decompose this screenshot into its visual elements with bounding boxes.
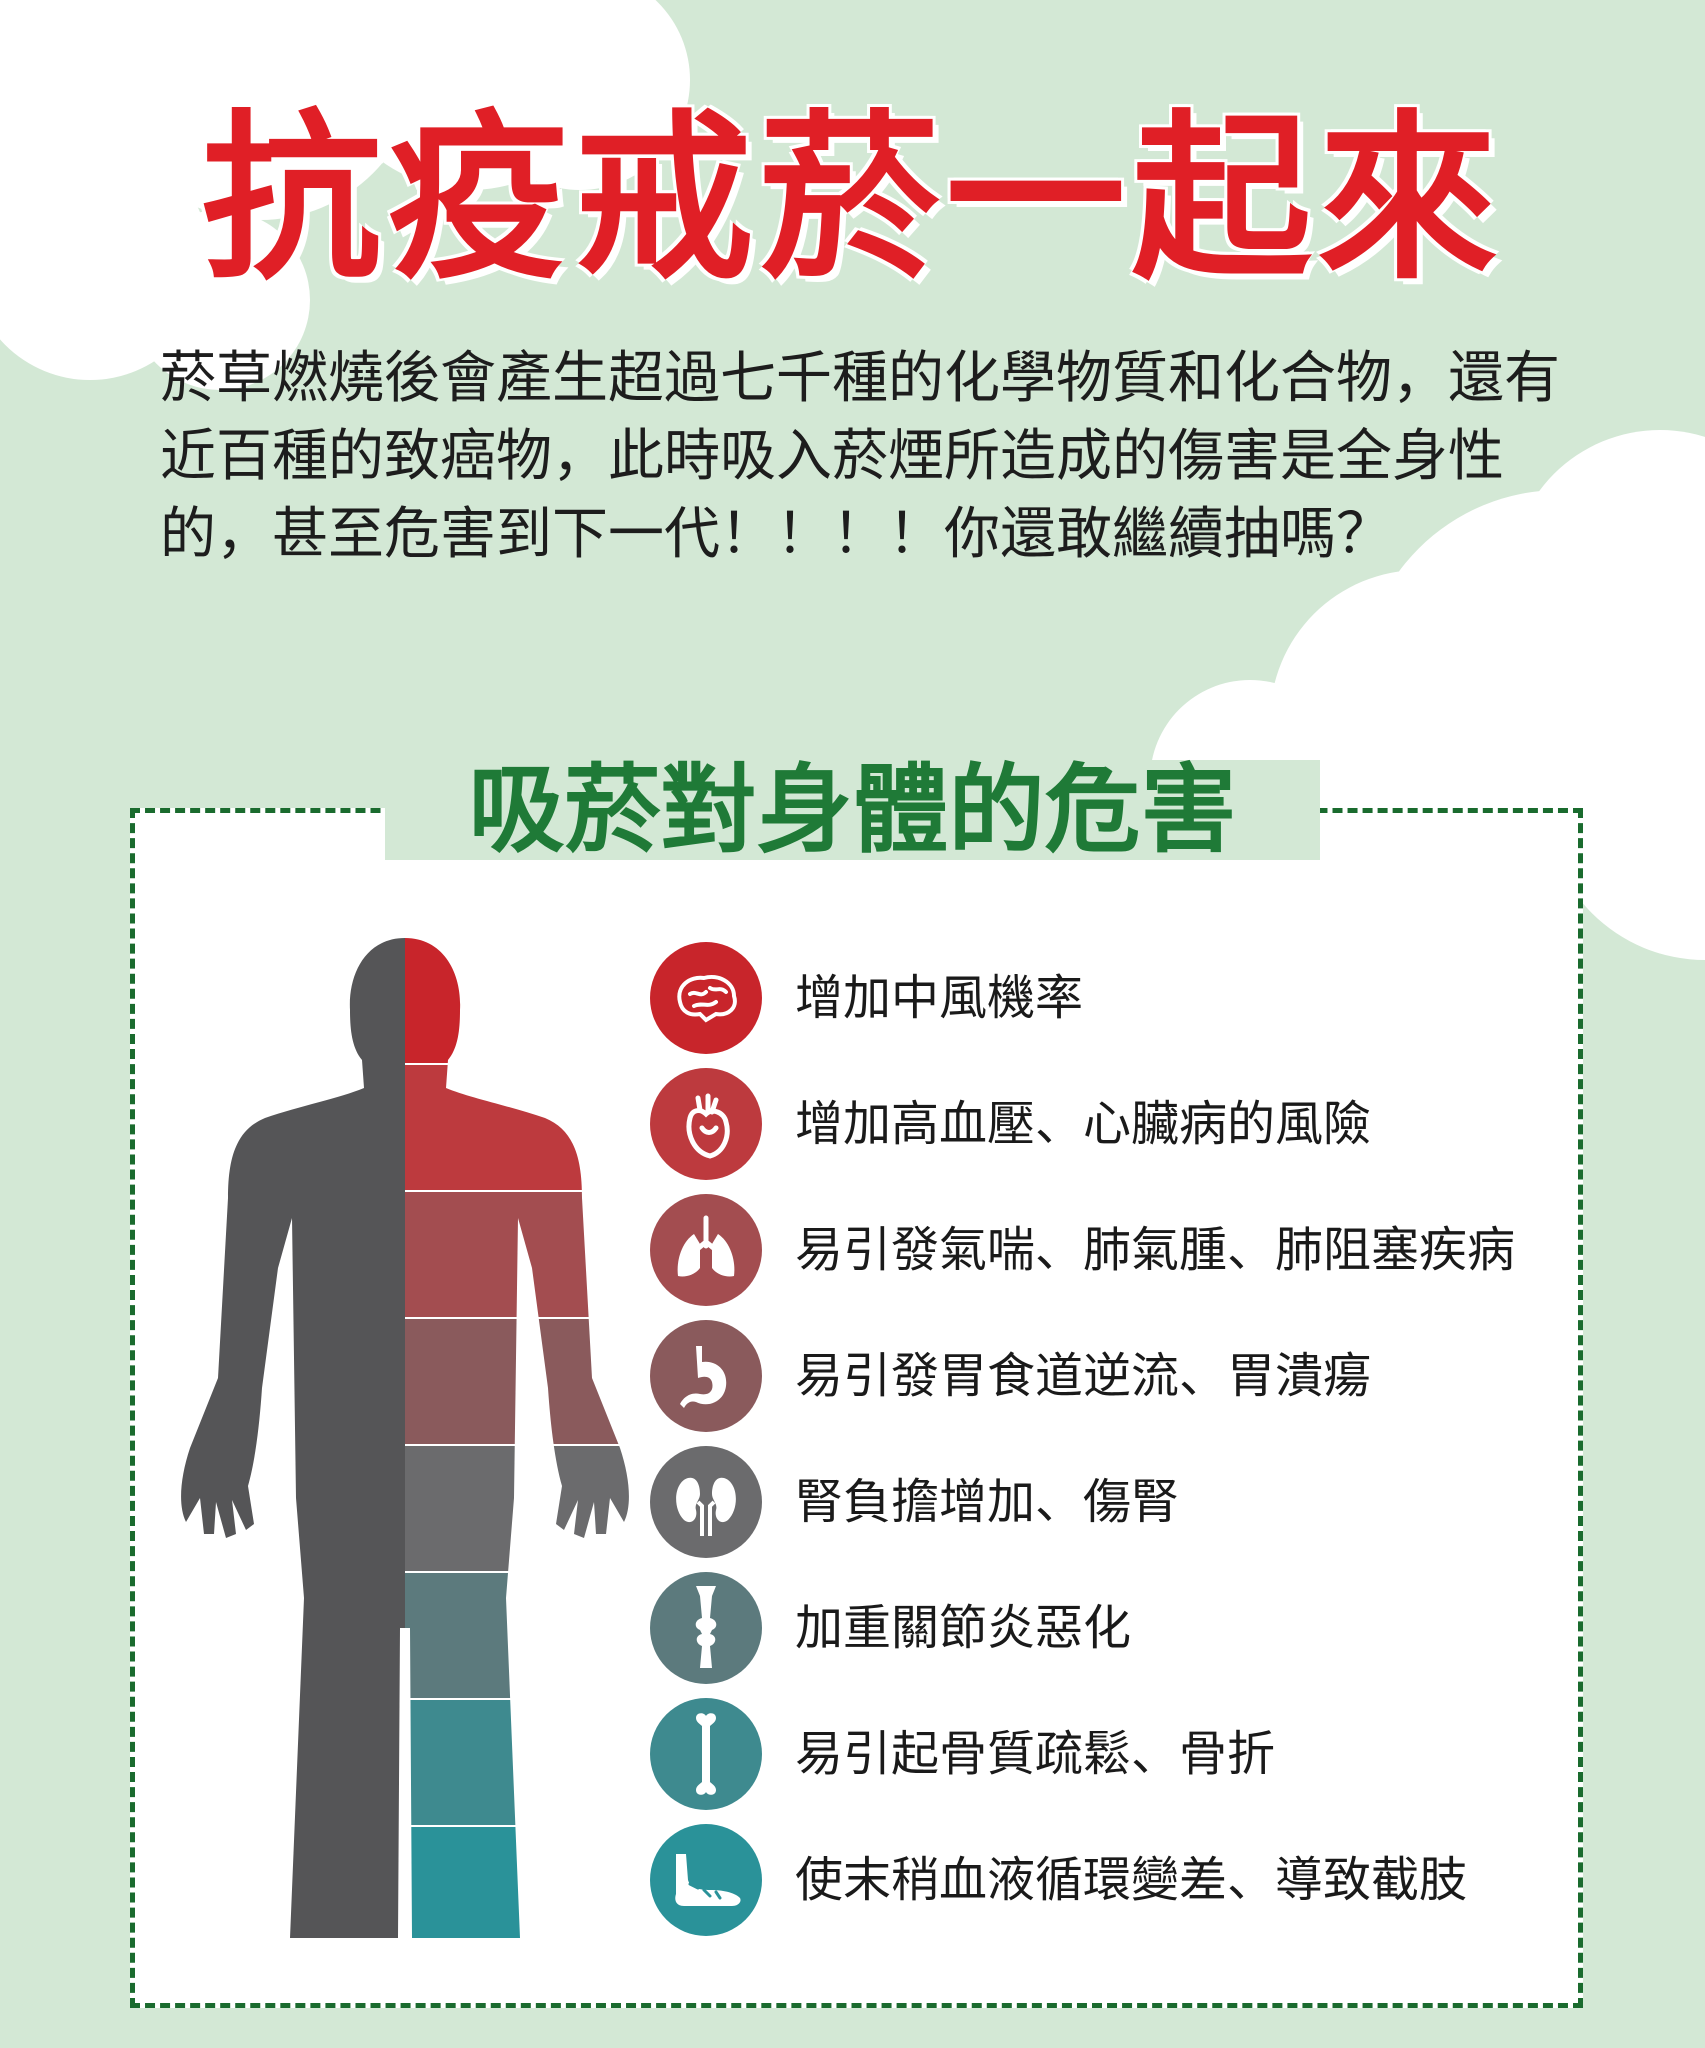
bone-icon xyxy=(650,1698,762,1810)
effect-label: 腎負擔增加、傷腎 xyxy=(795,1474,1180,1530)
lungs-icon xyxy=(650,1194,762,1306)
list-item: 增加高血壓、心臟病的風險 xyxy=(650,1064,1580,1190)
effect-label: 增加中風機率 xyxy=(795,970,1084,1026)
list-item: 使末稍血液循環變差、導致截肢 xyxy=(650,1820,1580,1946)
joint-icon xyxy=(650,1572,762,1684)
list-item: 易引發胃食道逆流、胃潰瘍 xyxy=(650,1316,1580,1442)
kidneys-icon xyxy=(650,1446,762,1558)
foot-icon xyxy=(650,1824,762,1936)
panel-title: 吸菸對身體的危害 xyxy=(385,760,1320,860)
human-body-figure xyxy=(181,938,629,1938)
list-item: 易引發氣喘、肺氣腫、肺阻塞疾病 xyxy=(650,1190,1580,1316)
list-item: 腎負擔增加、傷腎 xyxy=(650,1442,1580,1568)
page-title: 抗疫戒菸一起來 xyxy=(201,95,1504,304)
list-item: 增加中風機率 xyxy=(650,938,1580,1064)
heart-icon xyxy=(650,1068,762,1180)
list-item: 易引起骨質疏鬆、骨折 xyxy=(650,1694,1580,1820)
brain-icon xyxy=(650,942,762,1054)
stomach-icon xyxy=(650,1320,762,1432)
effect-label: 易引起骨質疏鬆、骨折 xyxy=(795,1726,1276,1782)
effect-label: 易引發氣喘、肺氣腫、肺阻塞疾病 xyxy=(795,1222,1516,1278)
effect-label: 增加高血壓、心臟病的風險 xyxy=(795,1096,1372,1152)
effect-label: 加重關節炎惡化 xyxy=(795,1600,1132,1656)
effect-label: 易引發胃食道逆流、胃潰瘍 xyxy=(795,1348,1372,1404)
harms-list: 增加中風機率 增加高血壓、心臟病的風險 易引發氣喘、肺氣腫、肺阻塞疾病 易引發胃… xyxy=(650,938,1580,1946)
intro-text: 菸草燃燒後會產生超過七千種的化學物質和化合物，還有近百種的致癌物，此時吸入菸煙所… xyxy=(160,346,1560,567)
effect-label: 使末稍血液循環變差、導致截肢 xyxy=(795,1852,1468,1908)
list-item: 加重關節炎惡化 xyxy=(650,1568,1580,1694)
